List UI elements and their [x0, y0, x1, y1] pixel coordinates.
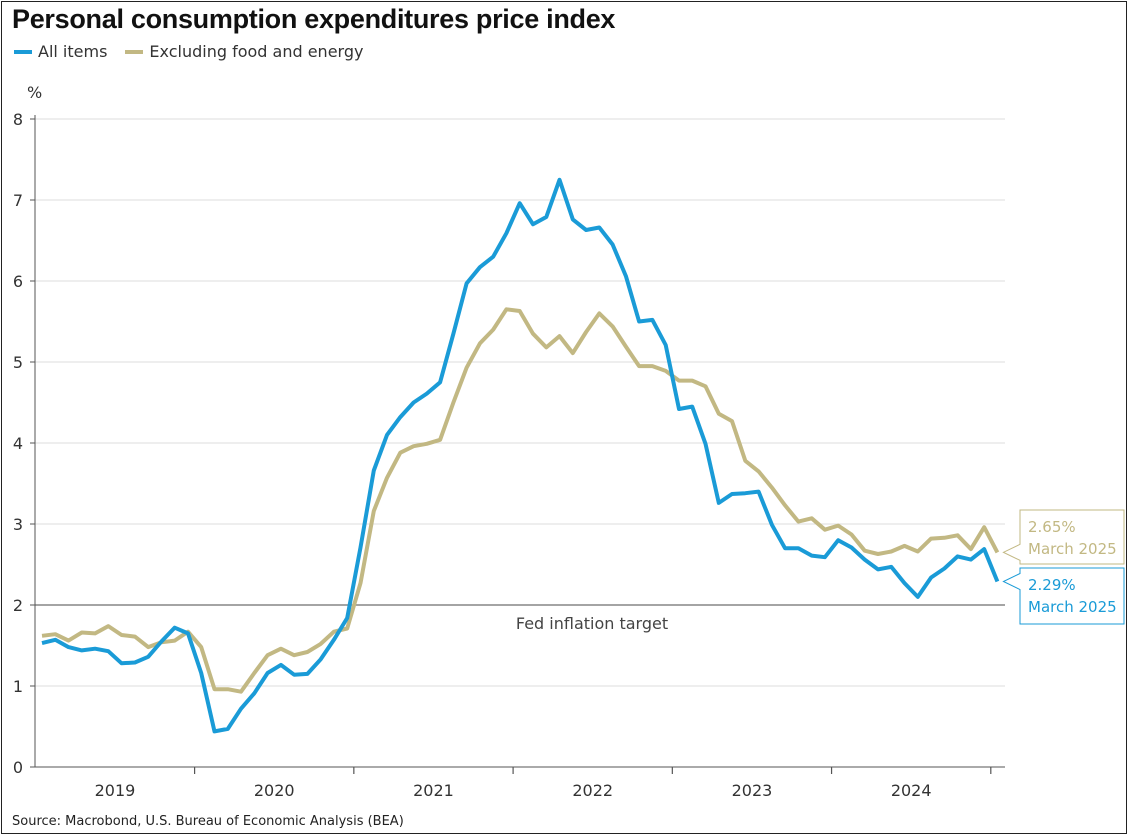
- legend-item-all-items: All items: [14, 42, 107, 61]
- fed-target-label: Fed inflation target: [516, 614, 668, 633]
- y-tick-label-3: 3: [13, 515, 23, 534]
- y-tick-label-1: 1: [13, 677, 23, 696]
- x-tick-label-2024: 2024: [891, 781, 932, 800]
- callout-core-value: 2.65%: [1028, 518, 1076, 536]
- callout-core: 2.65% March 2025: [1002, 509, 1125, 565]
- legend: All items Excluding food and energy: [14, 42, 363, 61]
- callout-all-items-value: 2.29%: [1028, 576, 1076, 594]
- series-line-core: [41, 307, 1000, 694]
- source-note: Source: Macrobond, U.S. Bureau of Econom…: [12, 814, 404, 829]
- chart-title: Personal consumption expenditures price …: [12, 4, 616, 34]
- x-tick-label-2021: 2021: [413, 781, 454, 800]
- y-tick-label-7: 7: [13, 191, 23, 210]
- legend-swatch-core: [125, 49, 144, 54]
- legend-swatch-all-items: [14, 49, 32, 54]
- x-tick-label-2020: 2020: [254, 781, 295, 800]
- y-axis-unit-label: %: [27, 83, 42, 102]
- legend-label-core: Excluding food and energy: [149, 42, 364, 61]
- x-tick-label-2023: 2023: [732, 781, 773, 800]
- legend-item-core: Excluding food and energy: [125, 42, 363, 61]
- callout-all-items: 2.29% March 2025: [1002, 567, 1125, 625]
- legend-label-all-items: All items: [38, 42, 108, 61]
- y-tick-label-4: 4: [13, 434, 23, 453]
- y-tick-label-2: 2: [13, 596, 23, 615]
- x-tick-label-2019: 2019: [95, 781, 136, 800]
- y-tick-label-5: 5: [13, 353, 23, 372]
- callout-core-box: [1002, 509, 1125, 565]
- callout-core-date: March 2025: [1028, 540, 1117, 558]
- x-tick-label-2022: 2022: [572, 781, 613, 800]
- callout-all-items-date: March 2025: [1028, 598, 1117, 616]
- series-line-all-items: [41, 177, 1000, 734]
- y-tick-label-6: 6: [13, 272, 23, 291]
- callout-all-items-box: [1002, 567, 1125, 625]
- y-tick-label-0: 0: [13, 758, 23, 777]
- y-tick-label-8: 8: [13, 110, 23, 129]
